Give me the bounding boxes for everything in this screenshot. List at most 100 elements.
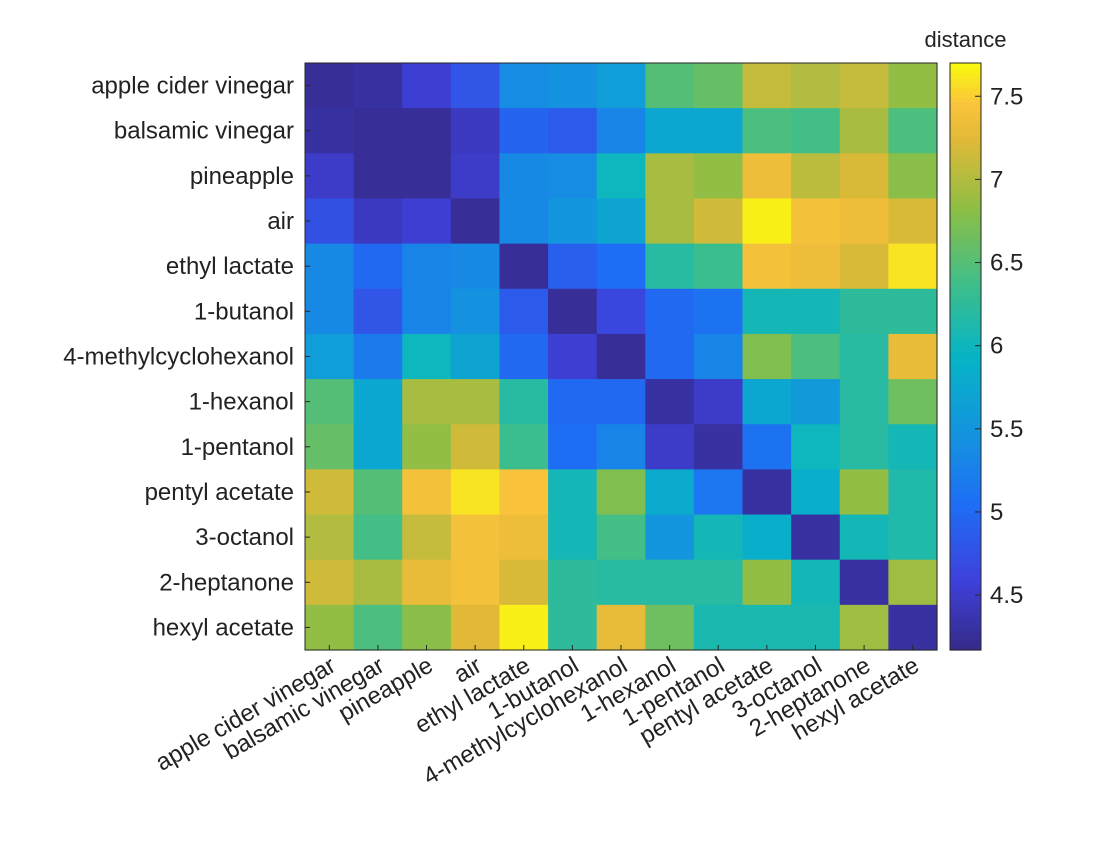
heatmap-cell — [742, 108, 792, 154]
heatmap-cell — [645, 379, 695, 425]
heatmap-cell — [450, 514, 501, 561]
colorbar-segment — [950, 317, 981, 323]
colorbar-segment — [950, 341, 981, 348]
heatmap-cell — [353, 198, 403, 245]
colorbar-segment — [950, 596, 981, 602]
heatmap-cell — [402, 243, 452, 290]
heatmap-cell — [742, 153, 792, 200]
colorbar-segment — [950, 283, 981, 289]
heatmap-cell — [596, 379, 646, 425]
heatmap-cell — [548, 604, 598, 651]
heatmap-cell — [402, 604, 452, 651]
colorbar-segment — [950, 434, 981, 441]
colorbar-segment — [950, 615, 981, 622]
heatmap-cell — [693, 153, 744, 200]
heatmap-cell — [353, 559, 403, 606]
heatmap-cell — [693, 469, 744, 516]
heatmap-cell — [888, 379, 938, 425]
heatmap-cell — [645, 424, 695, 470]
colorbar-segment — [950, 424, 981, 431]
heatmap-cell — [499, 108, 549, 154]
heatmap-cell — [645, 63, 695, 109]
colorbar-segment — [950, 327, 981, 333]
heatmap-cell — [791, 424, 841, 470]
colorbar-segment — [950, 63, 981, 69]
colorbar-segment — [950, 92, 981, 98]
colorbar-segment — [950, 405, 981, 411]
colorbar-segment — [950, 185, 981, 191]
colorbar-segment — [950, 155, 981, 162]
heatmap-cell — [596, 63, 646, 109]
colorbar-segment — [950, 160, 981, 167]
heatmap-cell — [305, 288, 355, 335]
heatmap-cell — [645, 559, 695, 606]
heatmap-cell — [888, 333, 938, 380]
heatmap-cell — [596, 559, 646, 606]
colorbar-segment — [950, 571, 981, 578]
heatmap-cell — [305, 243, 355, 290]
colorbar-segment — [950, 243, 981, 250]
colorbar-segment — [950, 263, 981, 270]
heatmap-cell — [693, 108, 744, 154]
heatmap-cell — [693, 288, 744, 335]
colorbar-segment — [950, 493, 981, 499]
colorbar-segment — [950, 107, 981, 113]
y-tick-label: hexyl acetate — [153, 614, 294, 641]
heatmap-cell — [742, 379, 792, 425]
heatmap-cell — [402, 469, 452, 516]
colorbar-segment — [950, 273, 981, 279]
heatmap-cell — [791, 469, 841, 516]
colorbar-segment — [950, 297, 981, 304]
heatmap-cell — [548, 333, 598, 380]
heatmap-cell — [499, 604, 549, 651]
heatmap-cell — [499, 63, 549, 109]
heatmap-cell — [548, 153, 598, 200]
plot-frame — [304, 62, 938, 651]
colorbar-segment — [950, 170, 981, 177]
colorbar-segment — [950, 380, 981, 387]
colorbar-segment — [950, 625, 981, 632]
colorbar-title: distance — [925, 27, 1007, 52]
y-tick-label: air — [267, 208, 294, 235]
heatmap-cell — [596, 198, 646, 245]
heatmap-cell — [693, 333, 744, 380]
heatmap-cell — [645, 288, 695, 335]
heatmap-cell — [548, 379, 598, 425]
heatmap-cell — [839, 288, 889, 335]
colorbar-segment — [950, 439, 981, 446]
heatmap-cell — [596, 604, 646, 651]
colorbar-tick-label: 6 — [990, 333, 1003, 360]
y-tick-label: 3-octanol — [195, 524, 294, 551]
colorbar-segment — [950, 214, 981, 221]
heatmap-cell — [305, 424, 355, 470]
colorbar-segment — [950, 420, 981, 426]
colorbar-segment — [950, 307, 981, 314]
heatmap-cell — [548, 559, 598, 606]
colorbar-segment — [950, 552, 981, 558]
heatmap-cell — [839, 379, 889, 425]
heatmap-cell — [402, 379, 452, 425]
heatmap-cell — [596, 288, 646, 335]
heatmap-cell — [548, 108, 598, 154]
colorbar: 4.5 5 5.5 6 6.5 7 7.5 — [949, 62, 1023, 651]
heatmap-cell — [548, 243, 598, 290]
heatmap-cell — [693, 514, 744, 561]
heatmap-cell — [402, 514, 452, 561]
colorbar-segment — [950, 376, 981, 382]
y-tick-label: pineapple — [190, 163, 294, 190]
heatmap-cell — [791, 379, 841, 425]
heatmap-cell — [450, 559, 501, 606]
heatmap-cell — [645, 333, 695, 380]
heatmap-cell — [888, 198, 938, 245]
heatmap-cell — [450, 243, 501, 290]
colorbar-segment — [950, 248, 981, 255]
colorbar-tick-label: 7 — [990, 166, 1003, 193]
heatmap-cell — [742, 469, 792, 516]
heatmap-cell — [839, 469, 889, 516]
colorbar-segment — [950, 351, 981, 358]
heatmap-cells — [305, 63, 938, 651]
heatmap-cell — [645, 243, 695, 290]
colorbar-segment — [950, 532, 981, 539]
colorbar-segment — [950, 503, 981, 509]
heatmap-cell — [353, 153, 403, 200]
